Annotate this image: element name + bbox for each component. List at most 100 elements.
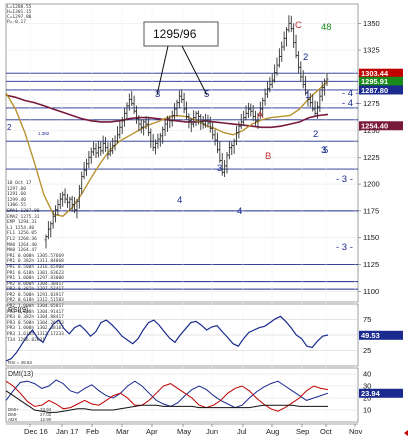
price-label: 1295.91 [361, 77, 388, 86]
dmi-plus-line [5, 379, 329, 409]
rsi-tick-label: 75 [363, 315, 371, 324]
indicator-row: FL1 1256.05 [7, 231, 37, 237]
rsi-value: 49.53 [361, 331, 380, 340]
price-label: 1287.80 [361, 86, 388, 95]
x-tick-label: Sep [296, 427, 309, 436]
wave-label: 2 [313, 129, 318, 140]
fib-row: PR3 0.500h 1304.26133 [7, 320, 64, 326]
y-tick-label: 1350 [363, 19, 380, 28]
y-tick-label: 1200 [363, 180, 380, 189]
wave-label: 4 [177, 195, 182, 206]
fib-row: PR1 0.500h 1316.65908 [7, 264, 64, 270]
dmi-minus-line [5, 380, 329, 412]
wave-label: 2 [7, 123, 12, 132]
wave-label: 3 [321, 145, 326, 156]
header-value: H=1301.15 [7, 10, 32, 15]
scroll-arrow-icon [404, 430, 408, 436]
data-value: 10 Oct 17 [7, 181, 32, 186]
price-label: 1254.40 [361, 122, 388, 131]
rsi-footer: RSI = 49.53 [8, 360, 32, 365]
dmi-tick-label: 20 [363, 394, 371, 403]
x-tick-label: Feb [86, 427, 99, 436]
fib-row: PR3 0.000h 1304.91417 [7, 309, 64, 315]
fib-row: PR3 1.618h 1312.17233 [7, 332, 64, 338]
data-window: 10 Oct 17 1297.80 1291.60 1299.40 1306.55 EMA… [7, 181, 64, 343]
fib-row: PR2 0.000h 1304.30417 [7, 281, 64, 287]
data-value: 1299.40 [7, 197, 26, 203]
wave-label: C [295, 20, 302, 31]
data-value: 1291.60 [7, 192, 26, 198]
wave-label: - 3 - [336, 174, 353, 185]
dmi-value: 23.94 [361, 389, 381, 398]
x-tick-label: Jun [206, 427, 218, 436]
wave-label: 3 [155, 89, 160, 100]
x-tick-label: Aug [266, 427, 279, 436]
fib-row: PR1 0.618h 1301.63623 [7, 270, 64, 276]
y-tick-label: 1325 [363, 46, 380, 55]
indicator-row: L1 1254.40 [7, 225, 35, 231]
indicator-row: MA0 1264.47 [7, 248, 37, 254]
header-value: C=1297.80 [7, 15, 32, 20]
indicator-row: FL2 1268.36 [7, 236, 37, 242]
dmi-footer-label: DMI- [8, 412, 18, 417]
data-value: 1297.80 [7, 186, 26, 192]
rsi-tick-label: 25 [363, 346, 371, 355]
price-label-bg [359, 76, 403, 86]
rsi-title: RSI(9) [8, 307, 28, 314]
dmi-tick-label: 40 [363, 370, 371, 379]
y-tick-label: 1225 [363, 153, 380, 162]
callout-box [143, 21, 219, 47]
indicator-row: MA0 1264.40 [7, 242, 37, 248]
dmi-footer-value: 12.90 [40, 417, 52, 422]
fib-row: PR1 0.382h 1311.84868 [7, 259, 64, 265]
x-tick-label: May [177, 427, 191, 436]
x-tick-label: Apr [146, 427, 158, 436]
price-label: 1303.44 [361, 69, 389, 78]
rsi-value-bg [359, 330, 403, 340]
dmi-title: DMI(13) [8, 371, 33, 378]
wave-label: 2 [303, 52, 308, 63]
fib-row: PR1 0.000h 1305.57669 [7, 253, 64, 259]
header-value: P=-0.17 [7, 20, 26, 25]
fib-row: PR2 0.618h 1312.51583 [7, 298, 64, 304]
indicator-row: EMA2 1275.31 [7, 214, 40, 220]
dmi-value-bg [359, 388, 403, 398]
rsi-line [5, 315, 329, 362]
callout-text: 1295/96 [153, 27, 197, 41]
indicator-row: EMA1 1287.80 [7, 208, 40, 214]
y-tick-label: 1100 [363, 287, 379, 296]
y-tick-label: 1175 [363, 206, 379, 215]
dmi-footer-label: DMI+ [8, 407, 19, 412]
fib-label: 1.382 [38, 131, 50, 136]
dmi-footer-label: ADX [8, 417, 17, 422]
x-tick-label: Jan 17 [56, 427, 79, 436]
wave-label: - 3 - [336, 242, 353, 253]
dmi-panel-frame [5, 367, 359, 423]
fib-row: PR2 0.382h 1297.52417 [7, 287, 64, 293]
wave-label: - 4 - [342, 98, 359, 109]
x-tick-label: Nov [349, 427, 363, 436]
wave-label: 3 [217, 163, 222, 174]
y-tick-label: 1125 [363, 260, 379, 269]
price-label-bg [359, 85, 403, 95]
fib-row: PR1 1.000h 1297.83000 [7, 276, 64, 282]
x-tick-label: Jul [237, 427, 247, 436]
dmi-footer-value: 27.02 [40, 412, 52, 417]
adx-line [5, 390, 328, 413]
x-tick-label: Oct [320, 427, 333, 436]
dmi-tick-label: 30 [363, 382, 371, 391]
fib-row: PR3 1.000h 1302.38187 [7, 326, 64, 332]
callout-pointer [156, 45, 169, 96]
header-value: L=1288.55 [7, 5, 32, 10]
y-tick-label: 1250 [363, 126, 380, 135]
y-tick-label: 1275 [363, 99, 380, 108]
wave-label: 1 [305, 90, 310, 101]
wave-label: 4 [237, 206, 242, 217]
price-label-bg [359, 68, 403, 78]
main-panel-frame [5, 3, 359, 303]
wave-label: A [257, 110, 264, 121]
fib-row: PR2 0.500h 1291.83917 [7, 292, 64, 298]
indicator-row: EMP 1294.31 [7, 220, 37, 226]
x-tick-label: Dec 16 [24, 427, 48, 436]
x-tick-label: Mar [116, 427, 129, 436]
